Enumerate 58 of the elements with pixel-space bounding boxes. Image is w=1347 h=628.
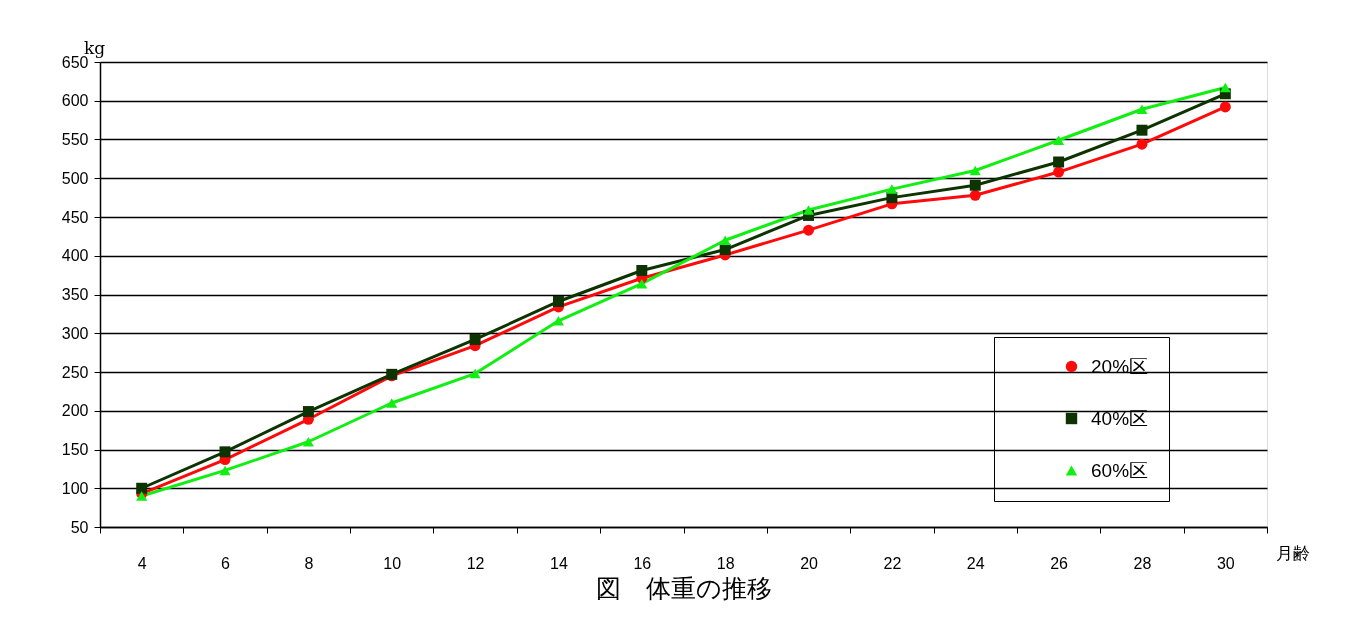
point [302, 406, 314, 417]
point [1136, 124, 1148, 136]
point [386, 398, 398, 408]
text: 図 体重の推移 [595, 574, 772, 603]
y-tick-label: 450 [61, 208, 89, 226]
x-tick-label: 6 [221, 554, 231, 572]
y-tick-label: 200 [61, 402, 89, 420]
x-tick-label: 28 [1133, 554, 1152, 572]
y-tick-label: 150 [61, 441, 89, 458]
point [636, 278, 648, 289]
point [886, 184, 898, 194]
point [719, 244, 731, 256]
point [1136, 138, 1148, 150]
point [1053, 156, 1065, 168]
x-tick-label: 22 [883, 554, 902, 572]
x-tick-label: 30 [1216, 554, 1235, 572]
point [302, 437, 314, 447]
x-tick-label: 4 [137, 554, 147, 572]
x-tick-label: 26 [1050, 554, 1069, 572]
x-tick-label: 24 [966, 554, 985, 572]
point [219, 465, 231, 476]
point [969, 189, 981, 201]
y-tick-label: 350 [61, 286, 89, 303]
x-tick-label: 14 [550, 554, 568, 572]
x-tick-label: 12 [466, 554, 485, 572]
point [1136, 104, 1148, 115]
point [219, 446, 231, 458]
point [1219, 101, 1231, 113]
point [1053, 135, 1065, 146]
y-tick-label: 400 [61, 247, 89, 265]
point [636, 265, 648, 276]
point [552, 316, 564, 326]
x-tick-label: 20 [800, 554, 819, 572]
point [1053, 166, 1065, 178]
x-axis-title: 月齢 [1275, 543, 1310, 563]
x-tick-label: 8 [304, 554, 314, 572]
legend-label: 40%区 [1091, 407, 1149, 429]
point [136, 482, 148, 494]
x-tick-label: 16 [633, 554, 652, 572]
point [1219, 82, 1231, 93]
point [719, 235, 731, 245]
point [803, 205, 815, 215]
y-tick-label: 600 [61, 92, 89, 110]
point [969, 165, 981, 176]
legend-label: 60%区 [1091, 459, 1149, 481]
y-tick-label: 100 [61, 479, 89, 497]
point [552, 296, 564, 307]
x-tick-label: 10 [383, 554, 402, 572]
y-tick-label: 550 [61, 131, 89, 148]
y-tick-label: 250 [61, 363, 89, 381]
point [969, 179, 981, 191]
y-tick-label: 500 [61, 169, 89, 187]
point [469, 333, 481, 345]
y-tick-label: 300 [61, 324, 89, 342]
point [469, 368, 481, 379]
y-tick-label: 50 [70, 518, 89, 536]
point [803, 224, 815, 236]
x-tick-label: 18 [716, 554, 735, 572]
